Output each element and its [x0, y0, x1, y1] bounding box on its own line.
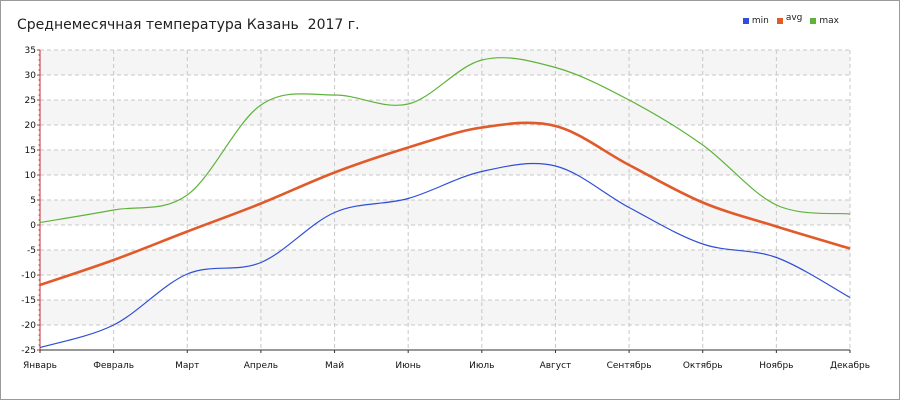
- y-tick-label: -25: [21, 346, 36, 356]
- x-tick-label: Февраль: [93, 361, 134, 371]
- x-tick-labels: Январь Февраль Март Апрель Май Июнь Июль Август…: [23, 361, 870, 371]
- plot-bands: [40, 50, 850, 325]
- y-tick-label: 10: [25, 171, 37, 181]
- plot-band: [40, 150, 850, 175]
- y-tick-label: -20: [21, 321, 36, 331]
- legend-swatch-max: [810, 18, 817, 24]
- plot-band: [40, 200, 850, 225]
- legend-item-max: max: [810, 16, 839, 26]
- plot-band: [40, 100, 850, 125]
- y-tick-labels: 35 30 25 20 15 10 5 0 -5 -10 -15 -20 -25: [21, 46, 36, 356]
- plot-band: [40, 250, 850, 275]
- legend-label-avg: avg: [785, 13, 803, 23]
- series-line-max: [39, 57, 851, 224]
- legend-label-max: max: [819, 16, 839, 26]
- plot-band: [40, 50, 850, 75]
- x-tick-label: Январь: [23, 361, 57, 371]
- series-lines: [39, 57, 851, 349]
- y-tick-label: 30: [25, 71, 37, 81]
- legend-swatch-avg: [776, 18, 783, 24]
- y-tick-label: 25: [25, 96, 36, 106]
- x-tick-label: Апрель: [244, 361, 278, 371]
- y-tick-label: 0: [30, 221, 36, 231]
- series-line-min: [39, 162, 851, 349]
- x-tick-label: Ноябрь: [759, 361, 793, 371]
- y-tick-label: -15: [21, 296, 36, 306]
- legend: min avg max: [742, 13, 839, 26]
- y-tick-label: 35: [25, 46, 36, 56]
- legend-label-min: min: [751, 16, 769, 26]
- legend-item-avg: avg: [776, 13, 803, 26]
- x-tick-label: Июль: [469, 361, 494, 371]
- y-tick-label: -5: [27, 246, 36, 256]
- chart-title: Среднемесячная температура Казань 2017 г…: [17, 17, 360, 33]
- y-tick-label: -10: [21, 271, 36, 281]
- legend-item-min: min: [742, 16, 769, 26]
- x-tick-label: Май: [325, 361, 344, 371]
- x-tick-label: Сентябрь: [607, 361, 652, 371]
- y-tick-label: 20: [25, 121, 37, 131]
- legend-swatch-min: [742, 18, 749, 24]
- plot-band: [40, 300, 850, 325]
- x-tick-label: Июнь: [395, 361, 421, 371]
- y-tick-label: 5: [30, 196, 36, 206]
- axes: [37, 49, 851, 353]
- x-tick-label: Декабрь: [830, 361, 870, 371]
- x-tick-label: Август: [540, 361, 572, 371]
- series-line-avg: [39, 121, 851, 287]
- x-tick-label: Март: [175, 361, 199, 371]
- x-tick-label: Октябрь: [683, 361, 723, 371]
- y-tick-label: 15: [25, 146, 36, 156]
